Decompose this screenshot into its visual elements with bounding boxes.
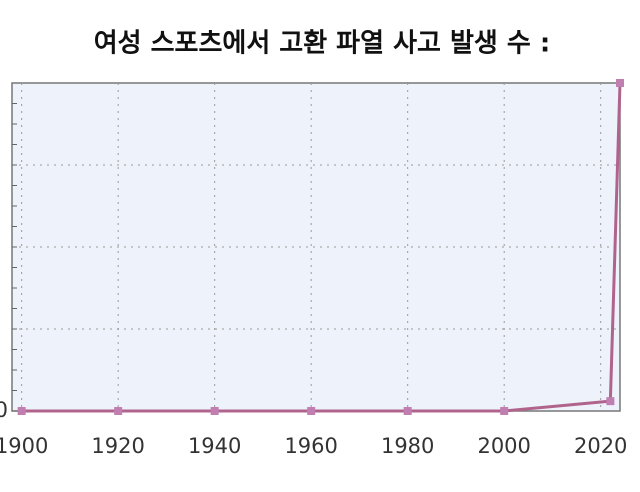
x-tick-label: 2000 [477, 434, 530, 458]
x-tick-label: 1920 [91, 434, 144, 458]
data-point [606, 397, 615, 406]
data-point [114, 407, 123, 415]
y-tick-label: 0 [0, 398, 8, 422]
plot-area [11, 82, 621, 412]
data-point [500, 407, 509, 415]
data-point [210, 407, 219, 415]
x-tick-label: 1980 [381, 434, 434, 458]
data-point [17, 407, 26, 415]
chart-title: 여성 스포츠에서 고환 파열 사고 발생 수 : [94, 29, 550, 59]
data-line [21, 82, 622, 413]
x-tick-label: 2020 [574, 434, 627, 458]
data-point [307, 407, 316, 415]
x-tick-label: 1960 [284, 434, 337, 458]
data-point [403, 407, 412, 415]
data-point [616, 79, 624, 87]
x-tick-label: 1940 [188, 434, 241, 458]
x-tick-label: 1900 [0, 434, 48, 458]
